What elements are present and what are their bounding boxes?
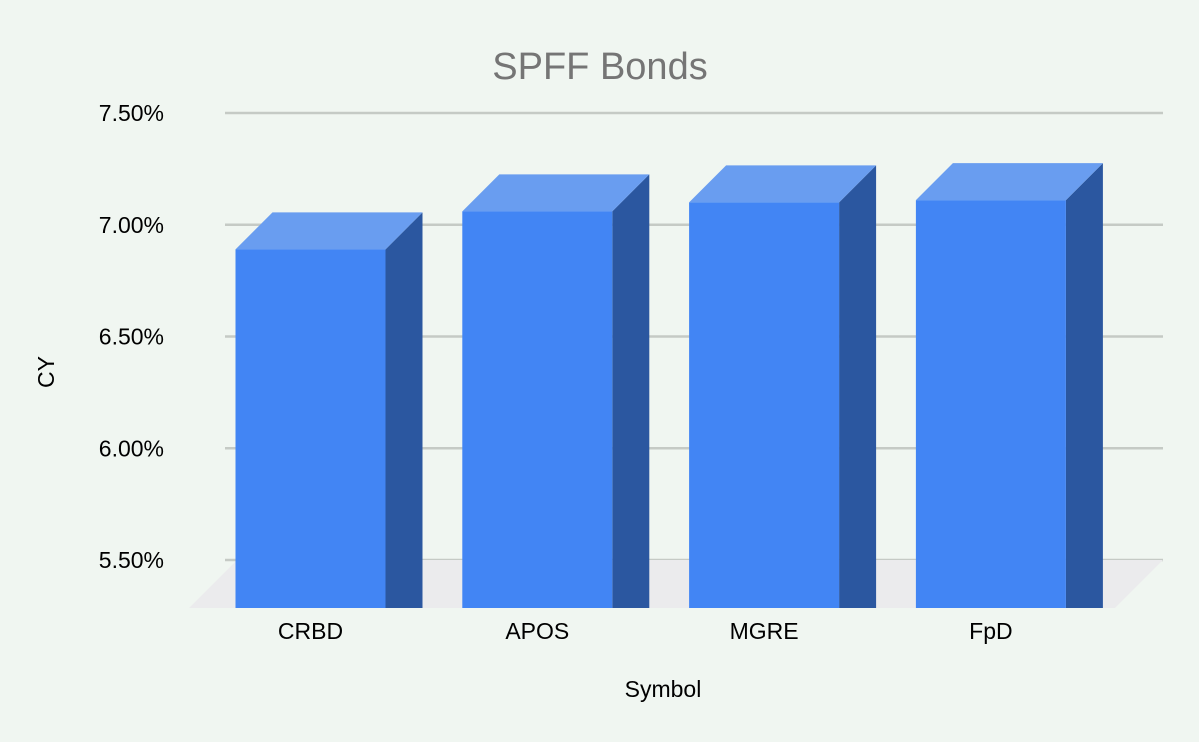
x-category-label: CRBD (278, 618, 343, 644)
x-axis-title: Symbol (625, 676, 702, 702)
y-tick-label: 7.50% (99, 100, 164, 126)
chart-title: SPFF Bonds (492, 46, 707, 88)
y-axis-title: CY (33, 356, 59, 388)
bar-front-face (689, 202, 840, 608)
bar-top-face (235, 212, 423, 250)
x-category-label: FpD (969, 618, 1012, 644)
x-category-label: APOS (505, 618, 569, 644)
y-tick-labels-group: 5.50% 6.00% 6.50% 7.00% 7.50% (99, 100, 164, 573)
bars-group (235, 163, 1103, 609)
y-tick-label: 6.50% (99, 324, 164, 350)
bar-top-face (689, 165, 877, 203)
bar-side-face (1065, 163, 1103, 609)
y-tick-label: 5.50% (99, 547, 164, 573)
bar-front-face (235, 249, 386, 608)
y-tick-label: 7.00% (99, 212, 164, 238)
bar-top-face (462, 174, 650, 212)
bar-top-face (915, 163, 1103, 201)
bar-side-face (839, 165, 877, 608)
bar-front-face (462, 211, 613, 608)
bar-side-face (385, 212, 423, 608)
bar-front-face (915, 200, 1066, 609)
y-tick-label: 6.00% (99, 435, 164, 461)
bar-side-face (612, 174, 650, 608)
x-category-label: MGRE (730, 618, 799, 644)
x-category-labels-group: CRBD APOS MGRE FpD (278, 618, 1013, 644)
